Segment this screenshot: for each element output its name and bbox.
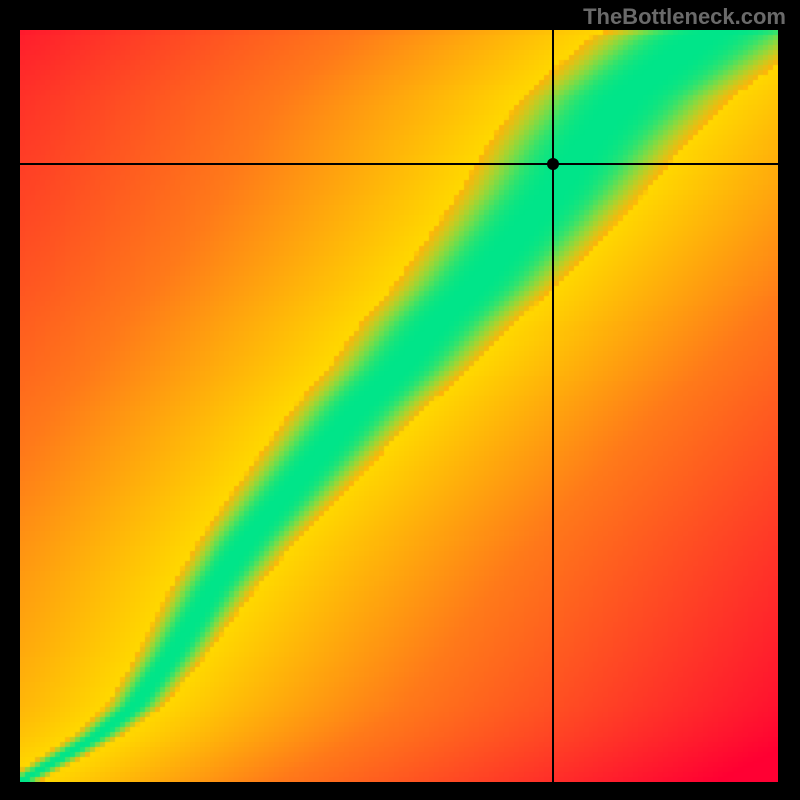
watermark-text: TheBottleneck.com [583, 4, 786, 30]
crosshair-horizontal-line [20, 163, 778, 165]
crosshair-vertical-line [552, 30, 554, 782]
crosshair-point-marker [547, 158, 559, 170]
bottleneck-heatmap [20, 30, 778, 782]
